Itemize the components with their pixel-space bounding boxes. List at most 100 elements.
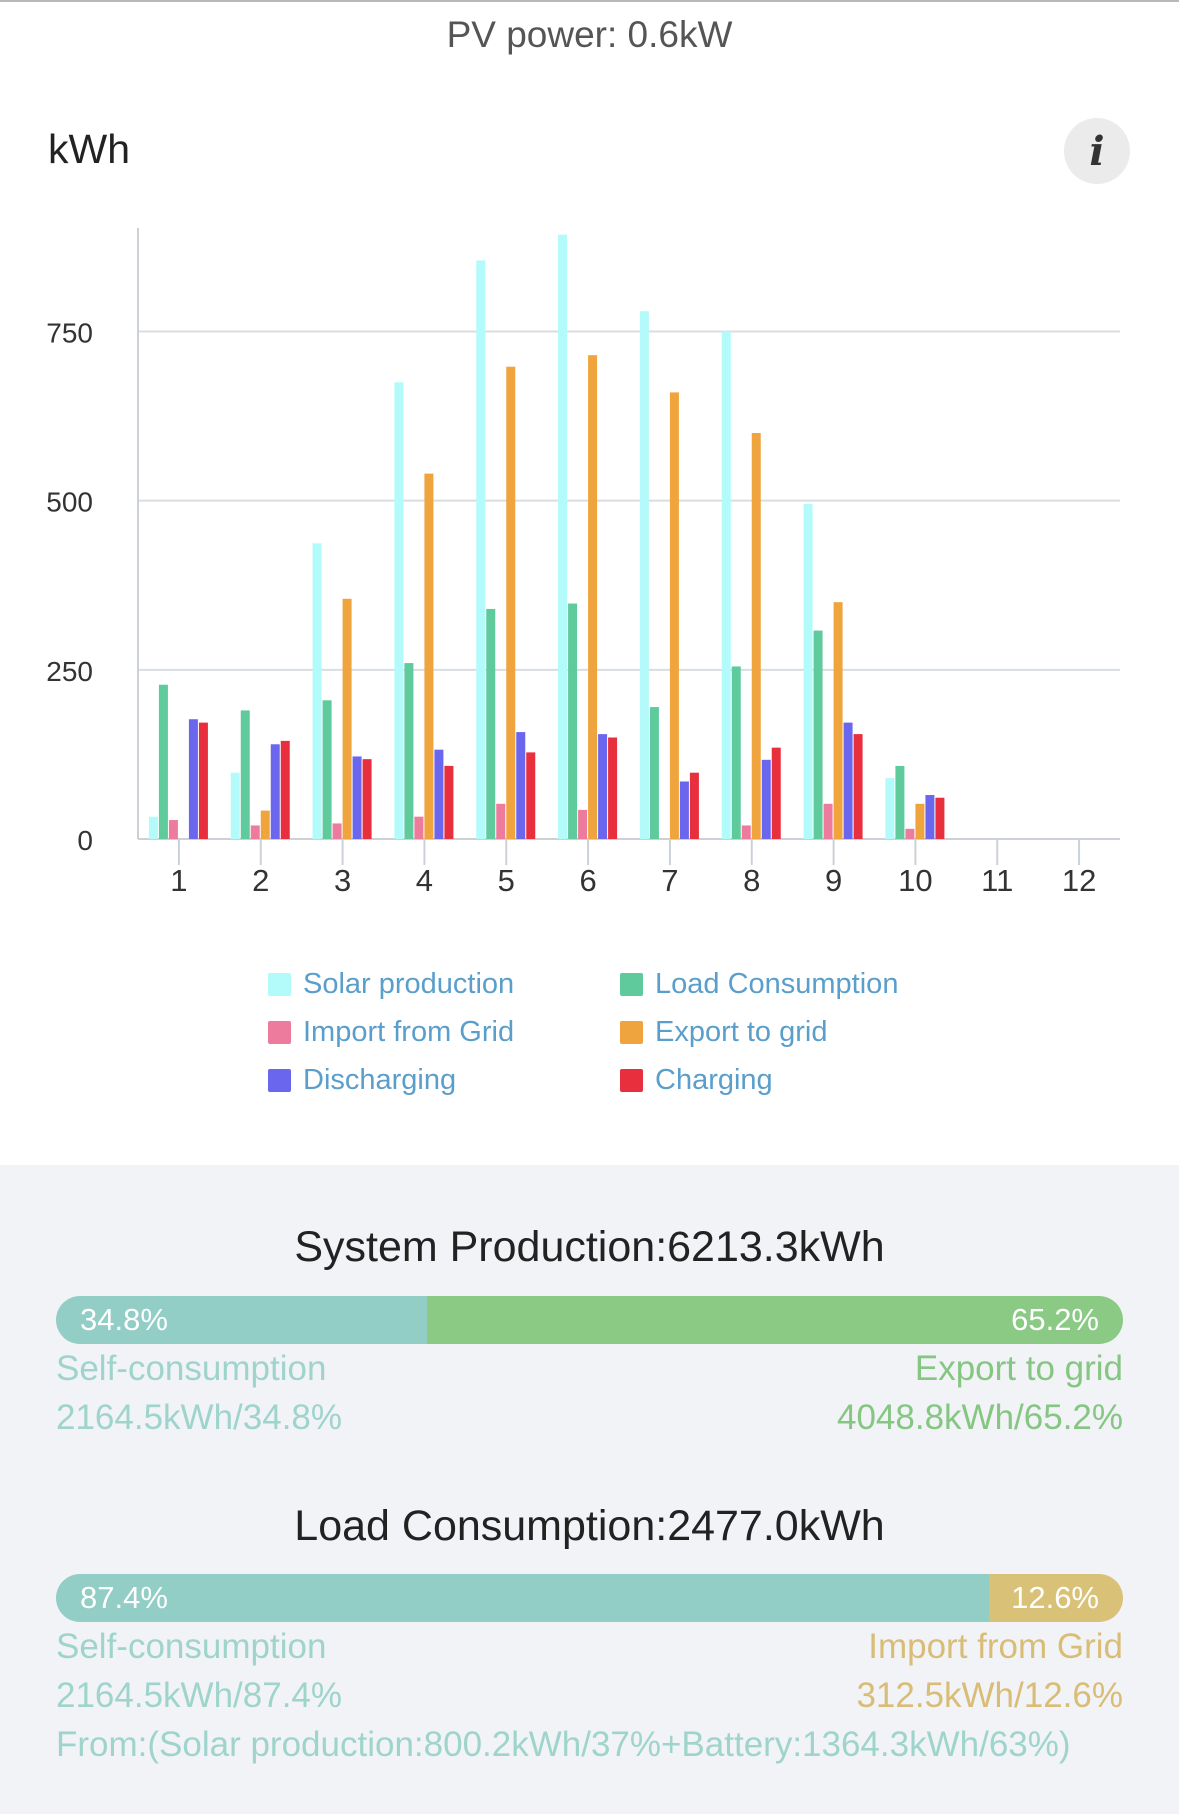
bar-load-3 <box>322 700 332 839</box>
bar-export-3 <box>342 598 352 839</box>
top-divider <box>0 0 1179 2</box>
production-export-segment: 65.2% <box>427 1296 1123 1344</box>
production-self-segment: 34.8% <box>56 1296 428 1344</box>
y-tick-label-250: 250 <box>46 656 93 687</box>
bar-export-9 <box>833 602 843 839</box>
bar-export-5 <box>506 366 516 839</box>
bar-import-3 <box>332 823 342 839</box>
info-icon[interactable]: i <box>1064 118 1130 184</box>
production-self-value: 2164.5kWh/34.8% <box>56 1398 343 1437</box>
legend-label-discharging: Discharging <box>303 1064 457 1096</box>
bar-load-8 <box>731 666 741 839</box>
bar-export-10 <box>915 803 925 839</box>
bar-charging-9 <box>853 734 863 839</box>
x-tick-label-9: 9 <box>825 863 842 898</box>
bar-charging-2 <box>280 740 290 839</box>
bar-export-4 <box>424 473 434 839</box>
y-tick-label-500: 500 <box>46 487 93 518</box>
consumption-self-label: Self-consumption <box>56 1627 327 1666</box>
bar-discharging-7 <box>679 781 689 839</box>
bar-import-5 <box>496 803 506 839</box>
legend-label-export: Export to grid <box>655 1016 828 1048</box>
x-tick-label-4: 4 <box>416 863 433 898</box>
x-tick-label-3: 3 <box>334 863 351 898</box>
legend-swatch-discharging <box>268 1069 291 1092</box>
x-tick-label-1: 1 <box>170 863 187 898</box>
consumption-import-value: 312.5kWh/12.6% <box>856 1676 1123 1715</box>
bar-solar-3 <box>312 543 322 839</box>
bar-solar-1 <box>148 816 158 839</box>
legend-label-solar: Solar production <box>303 968 515 1000</box>
bar-import-6 <box>578 809 588 839</box>
legend-item-discharging[interactable]: Discharging <box>268 1064 456 1097</box>
consumption-import-segment: 12.6% <box>988 1574 1123 1622</box>
legend-swatch-export <box>620 1021 643 1044</box>
bar-discharging-8 <box>761 759 771 839</box>
load-consumption-title: Load Consumption:2477.0kWh <box>294 1502 885 1550</box>
bar-solar-4 <box>394 382 404 839</box>
production-export-label: Export to grid <box>914 1349 1123 1388</box>
bar-solar-9 <box>803 504 813 839</box>
x-tick-label-8: 8 <box>743 863 760 898</box>
legend-item-charging[interactable]: Charging <box>620 1064 773 1097</box>
bar-discharging-5 <box>516 732 526 839</box>
x-tick-label-5: 5 <box>498 863 515 898</box>
x-tick-label-7: 7 <box>661 863 678 898</box>
bar-charging-8 <box>771 747 781 839</box>
legend-label-load: Load Consumption <box>655 968 899 1000</box>
system-production-title: System Production:6213.3kWh <box>294 1223 885 1271</box>
bar-charging-7 <box>689 772 699 839</box>
consumption-self-value: 2164.5kWh/87.4% <box>56 1676 343 1715</box>
legend-swatch-import <box>268 1021 291 1044</box>
x-tick-label-12: 12 <box>1062 863 1096 898</box>
bar-discharging-2 <box>270 744 280 839</box>
bar-solar-7 <box>639 311 649 839</box>
legend-label-charging: Charging <box>655 1064 773 1096</box>
consumption-source-breakdown: From:(Solar production:800.2kWh/37%+Batt… <box>56 1725 1071 1764</box>
bar-export-6 <box>588 355 598 839</box>
bar-load-7 <box>649 707 659 839</box>
bar-import-2 <box>250 825 260 839</box>
bar-solar-8 <box>721 331 731 839</box>
bar-charging-6 <box>608 737 618 839</box>
bar-solar-6 <box>558 234 568 839</box>
bar-solar-5 <box>476 260 486 839</box>
consumption-self-segment: 87.4% <box>56 1574 989 1622</box>
bar-charging-10 <box>935 797 945 839</box>
bar-solar-2 <box>230 772 240 839</box>
bar-solar-10 <box>885 778 895 839</box>
bar-charging-5 <box>526 752 536 839</box>
legend-item-solar[interactable]: Solar production <box>268 968 514 1001</box>
summary-panel: System Production:6213.3kWh 34.8% 65.2% … <box>0 1165 1179 1814</box>
legend-item-export[interactable]: Export to grid <box>620 1016 827 1049</box>
legend-item-load[interactable]: Load Consumption <box>620 968 898 1001</box>
consumption-split-bar: 87.4% 12.6% <box>56 1574 1123 1622</box>
bar-load-4 <box>404 663 414 839</box>
bar-discharging-10 <box>925 795 935 839</box>
bar-charging-1 <box>198 722 208 839</box>
bar-load-5 <box>486 608 496 839</box>
bar-charging-3 <box>362 759 372 839</box>
production-self-label: Self-consumption <box>56 1349 327 1388</box>
bar-export-7 <box>669 392 679 839</box>
consumption-import-label: Import from Grid <box>868 1627 1123 1666</box>
bar-import-8 <box>741 825 751 839</box>
chart-unit-label: kWh <box>48 126 130 172</box>
legend-label-import: Import from Grid <box>303 1016 515 1048</box>
bar-import-1 <box>168 820 178 839</box>
bar-export-8 <box>751 433 761 839</box>
bar-discharging-4 <box>434 749 444 839</box>
y-tick-label-750: 750 <box>46 318 93 349</box>
pv-power-readout: PV power: 0.6kW <box>446 14 733 55</box>
legend-item-import[interactable]: Import from Grid <box>268 1016 514 1049</box>
x-tick-label-6: 6 <box>579 863 596 898</box>
bar-load-2 <box>240 710 250 839</box>
bar-export-2 <box>260 810 270 839</box>
production-export-value: 4048.8kWh/65.2% <box>836 1398 1123 1437</box>
x-tick-label-10: 10 <box>898 863 932 898</box>
y-tick-label-0: 0 <box>77 825 93 856</box>
bar-load-1 <box>158 684 168 839</box>
bar-discharging-9 <box>843 722 853 839</box>
legend-swatch-load <box>620 973 643 996</box>
